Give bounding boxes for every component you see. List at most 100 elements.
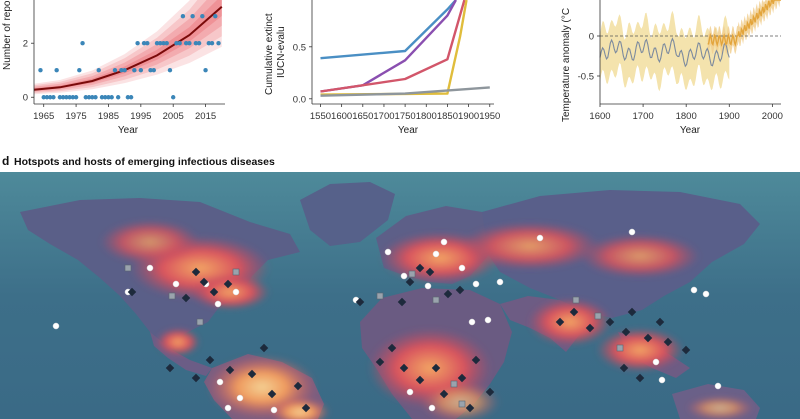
data-point xyxy=(60,95,66,100)
host-marker-square xyxy=(408,270,416,278)
data-point xyxy=(196,41,202,46)
host-marker-diamond xyxy=(415,375,425,385)
host-marker-diamond xyxy=(455,285,465,295)
data-point xyxy=(161,41,166,46)
host-marker-circle xyxy=(536,234,544,242)
series-line xyxy=(320,0,457,60)
data-point xyxy=(171,95,176,100)
host-marker-diamond xyxy=(223,279,233,289)
host-marker-circle xyxy=(384,248,392,256)
x-tick-label: 2000 xyxy=(762,111,783,122)
host-marker-diamond xyxy=(619,363,629,373)
y-tick-label: -0.5 xyxy=(578,72,594,83)
host-marker-square xyxy=(168,292,176,300)
host-marker-diamond xyxy=(387,343,397,353)
host-marker-diamond xyxy=(431,363,441,373)
data-point xyxy=(193,41,199,46)
data-point xyxy=(51,95,56,100)
x-tick-label: 1600 xyxy=(589,111,610,122)
hotspot-map xyxy=(0,172,800,419)
host-marker-square xyxy=(572,296,580,304)
host-marker-circle xyxy=(146,264,154,272)
data-point xyxy=(47,95,53,100)
data-point xyxy=(216,41,221,46)
data-point xyxy=(86,95,92,100)
host-marker-circle xyxy=(236,394,244,402)
y-tick-label: 2 xyxy=(23,39,28,50)
data-point xyxy=(138,68,144,73)
host-marker-circle xyxy=(690,286,698,294)
host-marker-square xyxy=(594,312,602,320)
reconstruction-line xyxy=(599,37,730,68)
x-tick-label: 1550 xyxy=(310,111,331,122)
data-point xyxy=(112,68,118,73)
host-marker-diamond xyxy=(225,365,235,375)
host-marker-diamond xyxy=(643,333,653,343)
data-point xyxy=(83,95,88,100)
central-america xyxy=(150,332,212,376)
x-tick-label: 1985 xyxy=(98,111,119,122)
host-marker-diamond xyxy=(555,317,565,327)
host-marker-diamond xyxy=(127,287,137,297)
data-point xyxy=(122,68,127,73)
host-marker-diamond xyxy=(635,373,645,383)
temperature-series xyxy=(599,0,781,92)
host-marker-circle xyxy=(468,318,476,326)
data-point xyxy=(67,95,72,100)
host-marker-diamond xyxy=(259,343,269,353)
data-point xyxy=(167,68,173,73)
host-marker-circle xyxy=(428,404,436,412)
data-point xyxy=(203,68,208,73)
host-marker-circle xyxy=(440,238,448,246)
data-point xyxy=(119,68,124,73)
data-point xyxy=(103,95,108,100)
host-marker-diamond xyxy=(425,267,435,277)
host-marker-diamond xyxy=(397,297,407,307)
data-point xyxy=(180,14,186,19)
host-marker-diamond xyxy=(569,307,579,317)
host-marker-diamond xyxy=(605,317,615,327)
data-point xyxy=(174,41,179,46)
data-point xyxy=(177,41,182,46)
confidence-band xyxy=(34,0,222,93)
host-marker-diamond xyxy=(627,307,637,317)
host-marker-diamond xyxy=(585,323,595,333)
trend-confidence-band xyxy=(34,0,222,95)
data-point xyxy=(70,95,76,100)
data-point xyxy=(57,95,63,100)
host-marker-circle xyxy=(658,376,666,384)
host-marker-circle xyxy=(224,404,232,412)
host-marker-circle xyxy=(400,272,408,280)
data-point xyxy=(141,41,147,46)
data-point xyxy=(38,68,43,73)
y-tick-label: 0 xyxy=(589,32,594,43)
data-point xyxy=(151,68,156,73)
panel-letter: d xyxy=(2,154,9,168)
x-tick-label: 2005 xyxy=(163,111,184,122)
y-tick-label: 0 xyxy=(23,93,28,104)
host-marker-circle xyxy=(172,280,180,288)
host-marker-diamond xyxy=(199,277,209,287)
data-point xyxy=(209,41,215,46)
host-marker-square xyxy=(232,268,240,276)
host-marker-square xyxy=(124,264,132,272)
host-marker-diamond xyxy=(663,337,673,347)
data-point xyxy=(135,41,140,46)
data-point xyxy=(125,95,131,100)
panel-d-heading: d Hotspots and hosts of emerging infecti… xyxy=(2,154,275,168)
host-marker-circle xyxy=(628,228,636,236)
host-marker-diamond xyxy=(355,297,365,307)
y-axis-label: Cumulative extinct xyxy=(264,13,275,95)
data-point xyxy=(164,41,169,46)
data-point xyxy=(154,41,160,46)
x-tick-label: 1800 xyxy=(676,111,697,122)
data-point xyxy=(93,95,98,100)
greenland xyxy=(300,182,395,246)
data-point xyxy=(187,41,192,46)
y-axis-label-line2: IUCN-evalu xyxy=(276,26,287,78)
data-point xyxy=(115,95,121,100)
host-marker-circle xyxy=(652,358,660,366)
x-axis-label: Year xyxy=(680,125,701,136)
host-markers xyxy=(52,228,722,414)
host-marker-diamond xyxy=(439,389,449,399)
